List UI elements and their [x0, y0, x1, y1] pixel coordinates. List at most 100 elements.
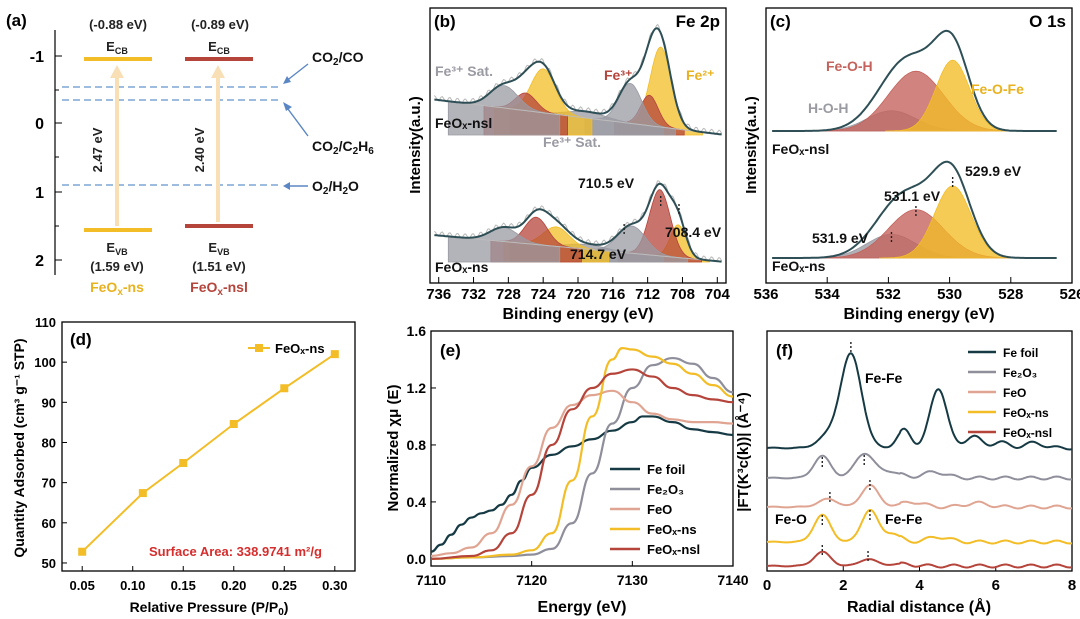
- panel-b: (b) Fe 2p Intensity(a.u.) 736 732 728 724 72…: [407, 7, 730, 323]
- nsl-gap-arrowhead: [211, 65, 225, 78]
- panel-d-xtick-label: 0.20: [221, 578, 246, 593]
- panel-d-xtick-label: 0.05: [70, 578, 95, 593]
- potential-co: CO2/CO: [312, 49, 364, 68]
- label-hoh: H-O-H: [808, 100, 848, 116]
- panel-d-ytick-label: 90: [42, 395, 56, 410]
- panel-f-xlabel: Radial distance (Å): [847, 597, 991, 616]
- xps-fe-nsl-fit: [434, 27, 722, 136]
- panel-c: (c) O 1s Intensity(a.u.) 536 534 532 530 528…: [743, 7, 1080, 323]
- ns-gap-label: 2.47 eV: [90, 127, 105, 172]
- panel-f-xtick-label: 0: [763, 577, 771, 594]
- panel-f-ylabel: |FT(K³c(k))| (Å⁻⁴): [735, 392, 752, 512]
- panel-f-tag: (f): [776, 341, 793, 360]
- ns-evb-bar: [84, 228, 152, 232]
- label-5319: 531.9 eV: [812, 230, 869, 246]
- panel-d-note: Surface Area: 338.9741 m²/g: [149, 544, 322, 559]
- xanes-line-0: [430, 415, 734, 553]
- panel-b-xtick-label: 736: [426, 286, 451, 303]
- exafs-line-3: [766, 508, 1073, 545]
- panel-a-ytick: 1: [35, 185, 44, 202]
- panel-d-frame: [61, 321, 356, 572]
- panel-c-xlabel: Binding energy (eV): [843, 306, 994, 323]
- bet-point: [78, 547, 87, 556]
- nsl-ecb-bar: [185, 57, 253, 61]
- ns-ecb-value: (-0.88 eV): [89, 17, 147, 32]
- ns-gap-arrow: [115, 76, 119, 226]
- label-5311: 531.1 eV: [884, 188, 941, 204]
- panel-d-legend: FeOₓ-ns: [275, 341, 325, 356]
- panel-d: (d) Quantity Adsorbed (cm³ g⁻¹ STP) Rela…: [11, 315, 356, 618]
- panel-c-ylabel: Intensity(a.u.): [743, 96, 760, 194]
- exafs-line-0: [766, 352, 1073, 451]
- label-c-ns: FeOₓ-ns: [772, 258, 826, 274]
- ns-name: FeOx-ns: [90, 279, 144, 298]
- panel-a-ytick: 2: [35, 253, 44, 270]
- label-feofe: Fe-O-Fe: [971, 81, 1024, 97]
- panel-a-yticks: -1 0 1 2: [30, 49, 62, 270]
- panel-e-frame: [430, 330, 734, 567]
- panel-d-xtick-label: 0.15: [171, 578, 196, 593]
- ns-evb-value: (1.59 eV): [90, 259, 143, 274]
- panel-b-xticks: 736 732 728 724 720 716 712 708 704: [426, 277, 730, 303]
- panel-e-legend-label: FeO: [647, 502, 672, 517]
- panel-d-legend-marker: [255, 344, 263, 352]
- nsl-evb-label: EVB: [208, 240, 230, 257]
- bet-point: [229, 420, 238, 429]
- panel-c-title: O 1s: [1029, 12, 1066, 31]
- panel-b-xtick-label: 712: [635, 286, 660, 303]
- label-fefe-mid: Fe-Fe: [885, 511, 923, 527]
- panel-f-xtick-label: 8: [1068, 577, 1076, 594]
- panel-f-legend: Fe foil Fe₂O₃ FeO FeOₓ-ns FeOₓ-nsl: [968, 346, 1052, 440]
- panel-b-ylabel: Intensity(a.u.): [407, 96, 424, 194]
- panel-d-xtick-label: 0.25: [272, 578, 297, 593]
- label-fe3: Fe³⁺: [604, 67, 632, 83]
- panel-f-legend-label: FeOₓ-ns: [1003, 406, 1049, 420]
- exafs-line-4: [766, 550, 1073, 569]
- label-fe3-sat-mid: Fe³⁺ Sat.: [543, 134, 601, 150]
- panel-b-xlabel: Binding energy (eV): [502, 306, 653, 323]
- panel-a-ytick: 0: [35, 116, 44, 133]
- label-5299: 529.9 eV: [965, 163, 1022, 179]
- panel-d-ytick-label: 80: [42, 435, 56, 450]
- panel-d-ytick-label: 110: [35, 315, 56, 330]
- panel-d-series: [78, 350, 339, 556]
- panel-f-xtick-label: 2: [839, 577, 847, 594]
- xanes-line-3: [430, 346, 734, 560]
- panel-e-legend-label: Fe foil: [647, 462, 685, 477]
- panel-f-legend-label: FeO: [1003, 386, 1026, 400]
- xanes-line-1: [430, 356, 734, 560]
- panel-f: (f) |FT(K³c(k))| (Å⁻⁴) Radial distance (…: [735, 330, 1076, 616]
- arrowhead-c2h6: [283, 102, 292, 111]
- label-fe3-sat-top: Fe³⁺ Sat.: [435, 63, 493, 79]
- panel-e-ticks: 7110 7120 7130 7140 0.0 0.4 0.8 1.2 1.6: [407, 323, 749, 588]
- panel-d-xtick-label: 0.10: [120, 578, 145, 593]
- panel-f-legend-label: Fe foil: [1003, 346, 1038, 360]
- panel-b-xtick-label: 724: [531, 286, 557, 303]
- panel-c-xticks: 536 534 532 530 528 526: [753, 277, 1080, 303]
- panel-c-xtick-label: 534: [815, 286, 841, 303]
- arrowhead-co: [283, 76, 291, 84]
- panel-b-xtick-label: 704: [705, 286, 731, 303]
- panel-d-tag: (d): [70, 330, 92, 349]
- nsl-gap-label: 2.40 eV: [192, 127, 207, 172]
- panel-d-ytick-label: 60: [42, 516, 56, 531]
- nsl-ecb-label: ECB: [208, 39, 230, 56]
- label-7147: 714.7 eV: [570, 246, 627, 262]
- panel-d-ytick-label: 70: [42, 476, 56, 491]
- xps-fe-nsl-background: [434, 99, 722, 135]
- panel-a-tag: (a): [6, 11, 27, 30]
- panel-e-tag: (e): [440, 341, 461, 360]
- panel-d-ytick-label: 100: [34, 355, 56, 370]
- panel-e-xtick-label: 7140: [717, 572, 748, 588]
- label-b-ns: FeOₓ-ns: [435, 259, 489, 275]
- panel-c-xtick-label: 536: [753, 286, 778, 303]
- panel-e-xtick-label: 7120: [516, 572, 547, 588]
- panel-e: (e) Normalized χμ (E) Energy (eV) 7110 71…: [385, 323, 749, 616]
- panel-b-tag: (b): [434, 12, 456, 31]
- arrow-c2h6: [284, 104, 309, 137]
- ns-ecb-label: ECB: [106, 39, 128, 56]
- panel-b-xtick-label: 716: [600, 286, 625, 303]
- panel-f-legend-label: FeOₓ-nsl: [1003, 426, 1052, 440]
- xps-fe-ns-background: [434, 234, 722, 263]
- panel-f-series: [766, 342, 1073, 569]
